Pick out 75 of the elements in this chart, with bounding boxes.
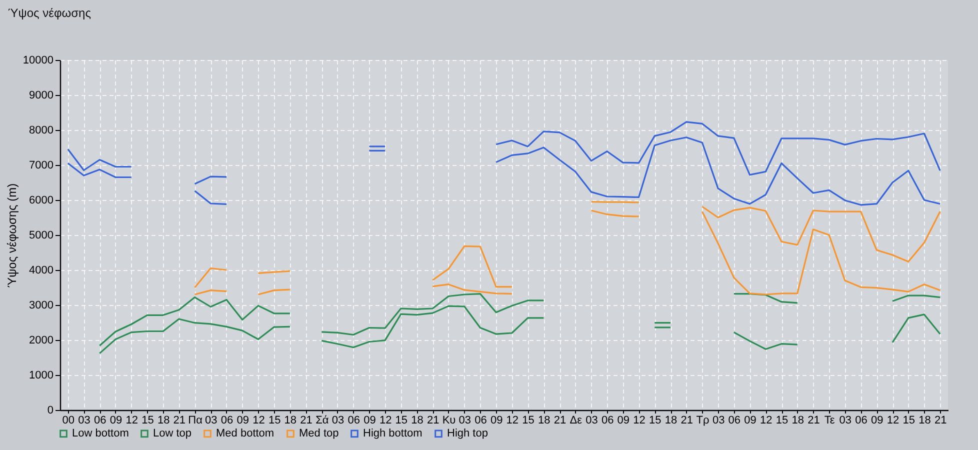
y-tick-label: 6000 — [29, 194, 54, 206]
x-tick-label: 03 — [712, 414, 725, 426]
x-tick-label: 03 — [205, 414, 218, 426]
x-tick-label: 06 — [94, 414, 106, 426]
x-tick-label: Τρ — [696, 414, 710, 426]
x-tick-label: 21 — [554, 414, 566, 426]
x-tick-label: 09 — [236, 414, 249, 426]
y-tick-label: 7000 — [29, 160, 54, 172]
x-tick-label: 15 — [902, 414, 915, 426]
x-tick-label: 18 — [157, 414, 170, 426]
x-tick-label: 21 — [808, 414, 820, 426]
x-tick-label: 15 — [395, 414, 408, 426]
x-tick-label: 12 — [886, 414, 900, 426]
x-tick-label: Κυ — [442, 414, 456, 426]
x-tick-label: 09 — [744, 414, 756, 426]
y-tick-label: 8000 — [29, 124, 54, 136]
x-tick-label: 09 — [617, 414, 630, 426]
x-tick-label: 03 — [332, 414, 344, 426]
legend-label: Med top — [299, 428, 339, 440]
x-tick-label: 06 — [474, 414, 487, 426]
x-tick-label: 21 — [173, 414, 186, 426]
x-tick-label: 00 — [62, 414, 75, 426]
x-tick-label: 21 — [300, 414, 312, 426]
x-tick-label: 03 — [458, 414, 471, 426]
x-tick-label: 15 — [522, 414, 534, 426]
x-tick-label: 18 — [792, 414, 804, 426]
y-tick-label: 4000 — [29, 264, 54, 276]
x-tick-label: Τε — [824, 414, 835, 426]
x-tick-label: Δε — [570, 414, 582, 426]
x-tick-label: 12 — [126, 414, 138, 426]
x-tick-label: 03 — [586, 414, 598, 426]
x-tick-label: 18 — [918, 414, 931, 426]
legend-label: Low top — [153, 428, 192, 440]
y-tick-label: 9000 — [29, 90, 54, 102]
x-tick-label: Πα — [188, 414, 204, 426]
x-tick-label: 12 — [760, 414, 772, 426]
y-axis-title: Ύψος νέφωσης (m) — [4, 183, 19, 288]
legend-label: Low bottom — [72, 428, 129, 440]
x-tick-label: 06 — [601, 414, 614, 426]
x-tick-label: 06 — [220, 414, 234, 426]
x-tick-label: 18 — [664, 414, 678, 426]
legend-label: Med bottom — [216, 428, 274, 440]
x-tick-label: 21 — [427, 414, 440, 426]
x-tick-label: Σά — [316, 414, 330, 426]
x-tick-label: 12 — [379, 414, 392, 426]
y-tick-label: 0 — [47, 404, 54, 416]
x-tick-label: 18 — [284, 414, 297, 426]
x-tick-label: 12 — [252, 414, 265, 426]
y-tick-label: 3000 — [29, 300, 54, 312]
x-tick-label: 09 — [490, 414, 503, 426]
x-tick-label: 12 — [506, 414, 519, 426]
x-tick-label: 09 — [364, 414, 376, 426]
x-tick-label: 06 — [348, 414, 360, 426]
x-tick-label: 03 — [78, 414, 90, 426]
x-tick-label: 06 — [855, 414, 868, 426]
x-tick-label: 18 — [411, 414, 424, 426]
x-tick-label: 21 — [680, 414, 693, 426]
x-tick-label: 15 — [649, 414, 662, 426]
x-tick-label: 21 — [934, 414, 947, 426]
x-tick-label: 15 — [268, 414, 281, 426]
y-tick-label: 2000 — [29, 334, 54, 346]
chart-title: Ύψος νέφωσης — [8, 6, 92, 20]
y-tick-label: 10000 — [22, 54, 54, 66]
x-tick-label: 09 — [871, 414, 884, 426]
x-tick-label: 03 — [839, 414, 852, 426]
x-tick-label: 06 — [728, 414, 741, 426]
x-tick-label: 15 — [142, 414, 154, 426]
x-tick-label: 12 — [633, 414, 646, 426]
x-tick-label: 15 — [776, 414, 788, 426]
legend-label: High top — [447, 428, 488, 440]
y-tick-label: 1000 — [29, 370, 54, 382]
x-tick-label: 18 — [538, 414, 550, 426]
y-tick-label: 5000 — [29, 230, 54, 242]
x-tick-label: 09 — [110, 414, 122, 426]
legend-label: High bottom — [363, 428, 422, 440]
